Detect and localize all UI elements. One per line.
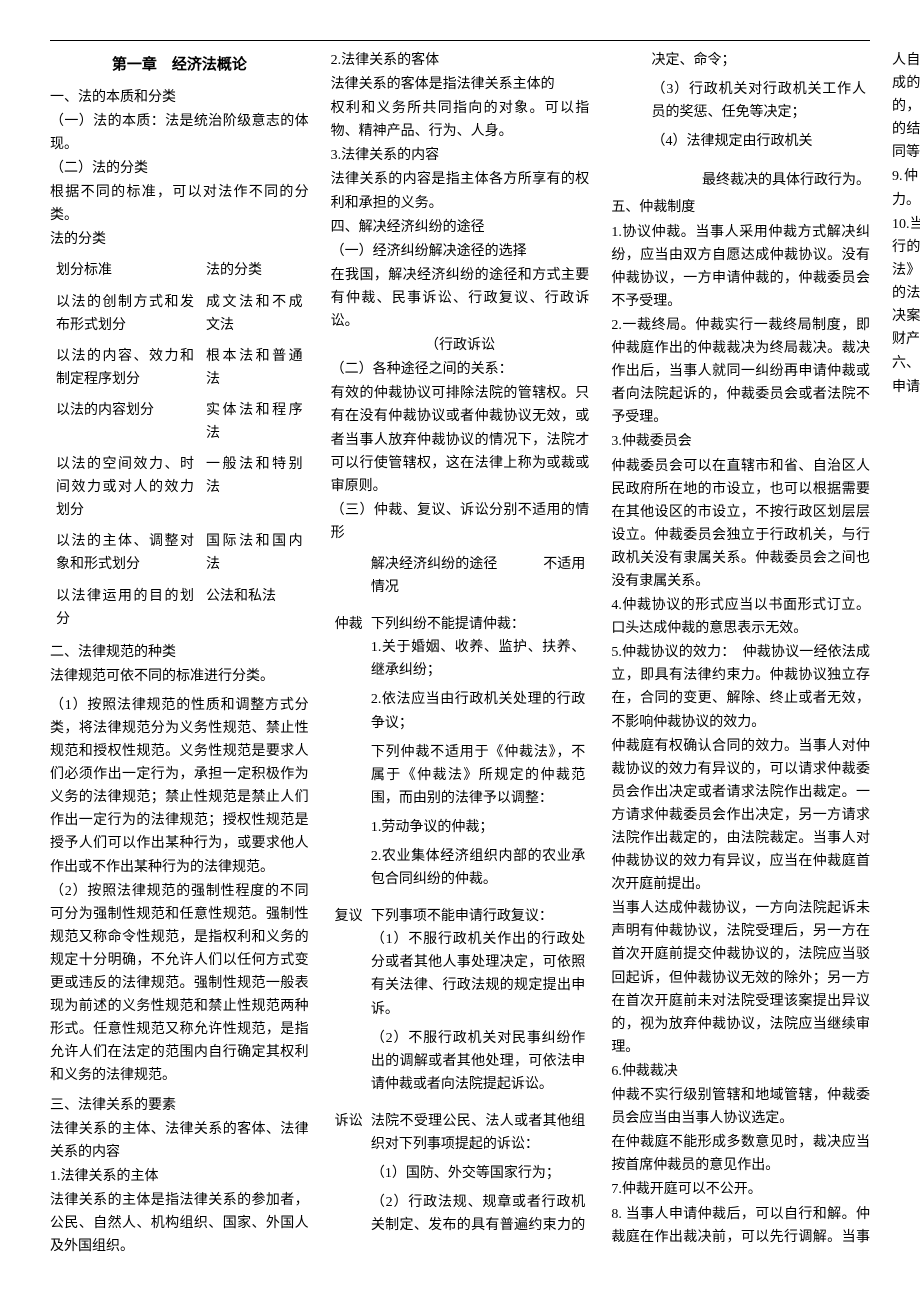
text: （2）不服行政机关对民事纠纷作出的调解或者其他处理，可依法申请仲裁或者向法院提起…	[371, 1027, 585, 1096]
para: 2.法律关系的客体	[331, 49, 590, 72]
text: （3）行政机关对行政机关工作人员的奖惩、任免等决定；	[652, 78, 866, 124]
heading-6: 六、行政复议形式与程序	[892, 352, 920, 375]
heading-1: 一、法的本质和分类	[50, 86, 309, 109]
law-classification-table: 划分标准 法的分类 以法的创制方式和发布形式划分 成文法和不成文法 以法的内容、…	[50, 255, 309, 634]
table-value: 下列纠纷不能提请仲裁： 1.关于婚姻、收养、监护、扶养、继承纠纷； 2.依法应当…	[367, 609, 589, 901]
para: （二）法的分类	[50, 157, 309, 180]
para: 当事人达成仲裁协议，一方向法院起诉未声明有仲裁协议，法院受理后，另一方在首次开庭…	[611, 897, 870, 1059]
text: （1）不服行政机关作出的行政处分或者其他人事处理决定，可依照有关法律、行政法规的…	[371, 928, 585, 1020]
heading-2: 二、法律规范的种类	[50, 641, 309, 664]
para: 6.仲裁裁决	[611, 1060, 870, 1083]
para: 仲裁委员会可以在直辖市和省、自治区人民政府所在地的市设立，也可以根据需要在其他设…	[611, 455, 870, 594]
text: （4）法律规定由行政机关	[652, 130, 866, 153]
para: 9.仲裁裁决书自作出之日起发生法律效力。	[892, 165, 920, 211]
para: 权利和义务所共同指向的对象。可以指物、精神产品、行为、人身。	[331, 97, 590, 143]
table-cell: 以法的内容划分	[50, 395, 200, 449]
table-header: 法的分类	[200, 255, 309, 286]
para: 1.法律关系的主体	[50, 1165, 309, 1188]
para: 法的分类	[50, 228, 309, 251]
page-body: 第一章 经济法概论 一、法的本质和分类 （一）法的本质：法是统治阶级意志的体现。…	[50, 40, 870, 1260]
para: 5.仲裁协议的效力： 仲裁协议一经依法成立，即具有法律约束力。仲裁协议独立存在，…	[611, 641, 870, 733]
para: 法律关系的客体是指法律关系主体的	[331, 73, 590, 96]
chapter-title: 第一章 经济法概论	[50, 53, 309, 78]
table-cell: 国际法和国内法	[200, 526, 309, 580]
table-header: 解决经济纠纷的途径 不适用情况	[367, 549, 589, 609]
para: （1）按照法律规范的性质和调整方式分类，将法律规范分为义务性规范、禁止性规范和授…	[50, 694, 309, 879]
text: 2.农业集体经济组织内部的农业承包合同纠纷的仲裁。	[371, 845, 585, 891]
table-cell: 以法的空间效力、时间效力或对人的效力划分	[50, 449, 200, 526]
para: 最终裁决的具体行政行为。	[611, 169, 870, 192]
heading-3: 三、法律关系的要素	[50, 1094, 309, 1117]
handwritten-annotation: （行政诉讼	[331, 334, 590, 357]
para: （2）按照法律规范的强制性程度的不同可分为强制性规范和任意性规范。强制性规范又称…	[50, 880, 309, 1088]
para: 法律关系的主体、法律关系的客体、法律关系的内容	[50, 1118, 309, 1164]
para: 3.法律关系的内容	[331, 144, 590, 167]
para: 法律关系的内容是指主体各方所享有的权利和承担的义务。	[331, 168, 590, 214]
para: 仲裁庭有权确认合同的效力。当事人对仲裁协议的效力有异议的，可以请求仲裁委员会作出…	[611, 735, 870, 897]
para: （一）法的本质：法是统治阶级意志的体现。	[50, 110, 309, 156]
table-cell: 实体法和程序法	[200, 395, 309, 449]
para: 7.仲裁开庭可以不公开。	[611, 1178, 870, 1201]
para: 申请人申请行政复议，可以书面申请，	[892, 376, 920, 399]
para: 法律规范可依不同的标准进行分类。	[50, 665, 309, 688]
table-cell: 根本法和普通法	[200, 341, 309, 395]
text: 下列事项不能申请行政复议：	[371, 905, 585, 928]
para: 10.当事人应当履行裁决。一方当事人不履行的，另一方当事人可以依照《民事诉讼法》…	[892, 213, 920, 352]
para: （三）仲裁、复议、诉讼分别不适用的情形	[331, 499, 590, 545]
text: 1.劳动争议的仲裁；	[371, 816, 585, 839]
horizontal-rule	[50, 40, 870, 41]
table-cell: 以法的内容、效力和制定程序划分	[50, 341, 200, 395]
table-header: 划分标准	[50, 255, 200, 286]
para: 在仲裁庭不能形成多数意见时，裁决应当按首席仲裁员的意见作出。	[611, 1131, 870, 1177]
heading-4: 四、解决经济纠纷的途径	[331, 216, 590, 239]
para: 4.仲裁协议的形式应当以书面形式订立。口头达成仲裁的意思表示无效。	[611, 594, 870, 640]
table-key: 复议	[331, 901, 367, 1106]
text: 下列纠纷不能提请仲裁：	[371, 613, 585, 636]
table-cell: 以法的创制方式和发布形式划分	[50, 287, 200, 341]
para: 根据不同的标准，可以对法作不同的分类。	[50, 181, 309, 227]
para: （二）各种途径之间的关系：	[331, 358, 590, 381]
table-cell: 公法和私法	[200, 581, 309, 635]
para: 2.一裁终局。仲裁实行一裁终局制度，即仲裁庭作出的仲裁裁决为终局裁决。裁决作出后…	[611, 314, 870, 429]
table-key: 仲裁	[331, 609, 367, 901]
text: 法院不受理公民、法人或者其他组织对下列事项提起的诉讼：	[371, 1110, 585, 1156]
table-cell: 一般法和特别法	[200, 449, 309, 526]
para: 1.协议仲裁。当事人采用仲裁方式解决纠纷，应当由双方自愿达成仲裁协议。没有仲裁协…	[611, 221, 870, 313]
table-cell: 以法律运用的目的划分	[50, 581, 200, 635]
para: 在我国，解决经济纠纷的途径和方式主要有仲裁、民事诉讼、行政复议、行政诉讼。	[331, 264, 590, 333]
para: 仲裁不实行级别管辖和地域管辖，仲裁委员会应当由当事人协议选定。	[611, 1084, 870, 1130]
text: （1）国防、外交等国家行为；	[371, 1162, 585, 1185]
table-cell: 成文法和不成文法	[200, 287, 309, 341]
para: 3.仲裁委员会	[611, 430, 870, 453]
text: 2.依法应当由行政机关处理的行政争议；	[371, 688, 585, 734]
para: 法律关系的主体是指法律关系的参加者，公民、自然人、机构组织、国家、外国人及外国组…	[50, 1189, 309, 1258]
table-header	[331, 549, 367, 609]
text: 解决经济纠纷的途径	[371, 557, 498, 572]
para: 有效的仲裁协议可排除法院的管辖权。只有在没有仲裁协议或者仲裁协议无效，或者当事人…	[331, 382, 590, 497]
heading-5: 五、仲裁制度	[611, 196, 870, 219]
text: 下列仲裁不适用于《仲裁法》，不属于《仲裁法》所规定的仲裁范围，而由别的法律予以调…	[371, 741, 585, 810]
table-value: 下列事项不能申请行政复议： （1）不服行政机关作出的行政处分或者其他人事处理决定…	[367, 901, 589, 1106]
text: 1.关于婚姻、收养、监护、扶养、继承纠纷；	[371, 636, 585, 682]
para: （一）经济纠纷解决途径的选择	[331, 240, 590, 263]
table-cell: 以法的主体、调整对象和形式划分	[50, 526, 200, 580]
